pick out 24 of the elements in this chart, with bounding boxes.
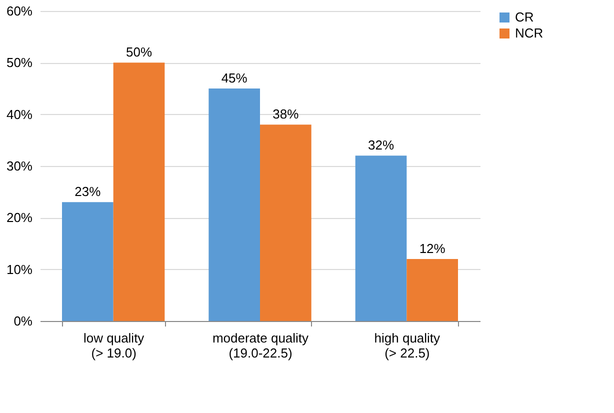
y-tick-label: 0%	[14, 314, 33, 328]
x-tick-label: high quality (> 22.5)	[374, 330, 441, 360]
bar	[355, 156, 407, 321]
x-tick-label: low quality (> 19.0)	[83, 330, 145, 360]
bar	[113, 62, 165, 321]
y-tick-label: 40%	[6, 106, 33, 122]
legend-label: NCR	[515, 26, 544, 40]
y-tick-label: 30%	[6, 158, 33, 174]
x-tick-label: moderate quality (19.0-22.5)	[212, 330, 310, 360]
y-tick-label: 20%	[6, 210, 33, 226]
data-label: 32%	[368, 138, 394, 153]
data-label: 12%	[419, 241, 446, 256]
bar	[260, 124, 312, 321]
data-label: 45%	[221, 70, 248, 86]
bar	[208, 88, 260, 321]
bar	[406, 259, 458, 321]
data-label: 50%	[126, 44, 152, 60]
data-label: 38%	[272, 106, 300, 122]
y-tick-label: 60%	[6, 4, 33, 18]
data-label: 23%	[74, 184, 102, 200]
legend-label: CR	[515, 10, 534, 24]
y-tick-label: 10%	[6, 262, 33, 277]
y-tick-label: 50%	[6, 55, 33, 70]
bar	[62, 202, 114, 321]
